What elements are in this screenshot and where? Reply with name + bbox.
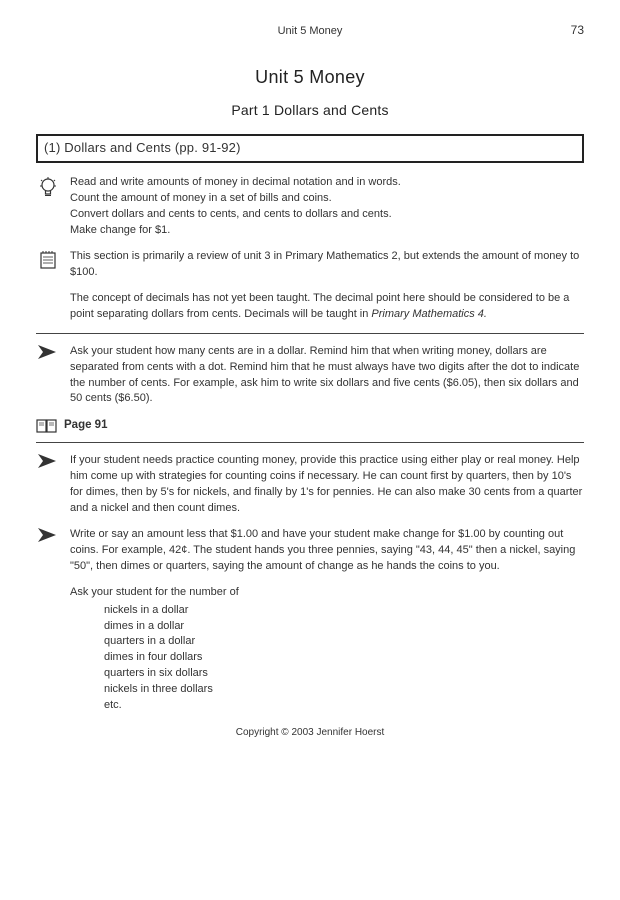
- objectives-text: Read and write amounts of money in decim…: [70, 175, 584, 239]
- icon-spacer: [36, 585, 60, 586]
- list-item: quarters in a dollar: [104, 634, 584, 650]
- list-item: quarters in six dollars: [104, 666, 584, 682]
- objectives-row: Read and write amounts of money in decim…: [36, 175, 584, 239]
- notes-text: This section is primarily a review of un…: [70, 249, 584, 323]
- ask-row: Ask your student for the number of nicke…: [36, 585, 584, 715]
- arrow-icon: [36, 527, 60, 542]
- notes-text-span: The concept of decimals has not yet been…: [70, 292, 569, 320]
- copyright: Copyright © 2003 Jennifer Hoerst: [36, 726, 584, 741]
- objective-line: Count the amount of money in a set of bi…: [70, 191, 584, 207]
- notes-paragraph: The concept of decimals has not yet been…: [70, 291, 584, 323]
- subtitle: Part 1 Dollars and Cents: [36, 100, 584, 120]
- page-reference: Page 91: [36, 417, 584, 434]
- page-ref-label: Page 91: [64, 417, 107, 434]
- activity-row: Ask your student how many cents are in a…: [36, 344, 584, 408]
- running-title: Unit 5 Money: [64, 24, 556, 40]
- divider: [36, 442, 584, 443]
- lightbulb-icon: [36, 175, 60, 200]
- activity-text: Ask your student how many cents are in a…: [70, 344, 584, 408]
- objective-line: Read and write amounts of money in decim…: [70, 175, 584, 191]
- activity-row: Write or say an amount less that $1.00 a…: [36, 527, 584, 575]
- activity-text: If your student needs practice counting …: [70, 453, 584, 517]
- list-item: nickels in three dollars: [104, 682, 584, 698]
- objective-line: Make change for $1.: [70, 223, 584, 239]
- list-item: dimes in a dollar: [104, 619, 584, 635]
- arrow-icon: [36, 344, 60, 359]
- list-item: dimes in four dollars: [104, 650, 584, 666]
- objective-line: Convert dollars and cents to cents, and …: [70, 207, 584, 223]
- arrow-icon: [36, 453, 60, 468]
- divider: [36, 333, 584, 334]
- notes-row: This section is primarily a review of un…: [36, 249, 584, 323]
- list-item: nickels in a dollar: [104, 603, 584, 619]
- section-box-title: (1) Dollars and Cents (pp. 91-92): [36, 134, 584, 163]
- ask-block: Ask your student for the number of nicke…: [70, 585, 584, 715]
- notes-paragraph: This section is primarily a review of un…: [70, 249, 584, 281]
- main-title: Unit 5 Money: [36, 64, 584, 90]
- list-item: etc.: [104, 698, 584, 714]
- page-header: Unit 5 Money 73: [36, 22, 584, 40]
- ask-list: nickels in a dollar dimes in a dollar qu…: [70, 603, 584, 715]
- notes-emphasis: Primary Mathematics 4.: [371, 308, 487, 320]
- page-number: 73: [556, 22, 584, 39]
- activity-text: Write or say an amount less that $1.00 a…: [70, 527, 584, 575]
- activity-row: If your student needs practice counting …: [36, 453, 584, 517]
- book-icon: [36, 418, 58, 434]
- notepad-icon: [36, 249, 60, 270]
- ask-intro: Ask your student for the number of: [70, 585, 584, 601]
